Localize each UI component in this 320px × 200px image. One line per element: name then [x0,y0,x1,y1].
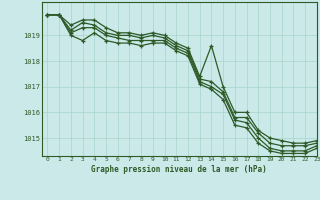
X-axis label: Graphe pression niveau de la mer (hPa): Graphe pression niveau de la mer (hPa) [91,165,267,174]
